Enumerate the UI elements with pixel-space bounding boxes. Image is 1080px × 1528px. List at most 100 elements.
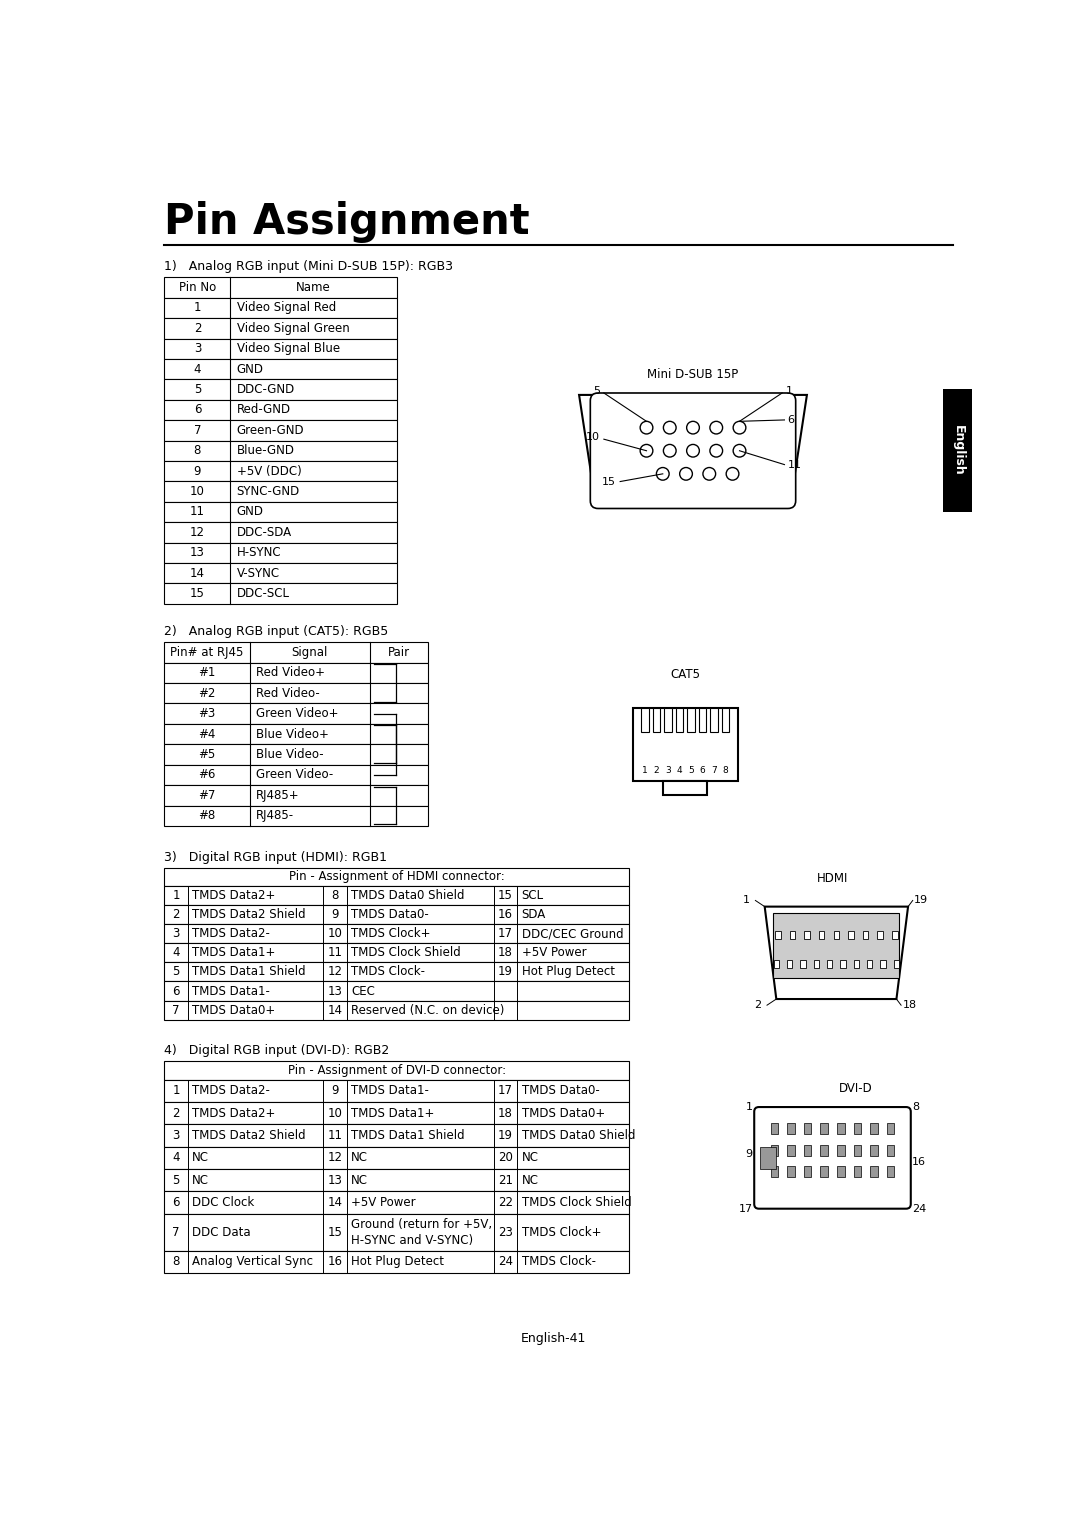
Text: 18: 18: [498, 946, 513, 960]
Text: 23: 23: [498, 1225, 513, 1239]
Text: 2: 2: [173, 1106, 180, 1120]
Text: Red-GND: Red-GND: [237, 403, 291, 417]
Text: Video Signal Green: Video Signal Green: [237, 322, 349, 335]
Text: 17: 17: [498, 1085, 513, 1097]
Text: TMDS Clock+: TMDS Clock+: [351, 927, 431, 940]
Text: Green Video-: Green Video-: [256, 769, 333, 781]
Text: 1: 1: [745, 1102, 753, 1112]
Text: TMDS Clock-: TMDS Clock-: [351, 966, 426, 978]
Text: 1: 1: [173, 889, 180, 902]
Text: #8: #8: [199, 810, 216, 822]
FancyBboxPatch shape: [164, 1062, 630, 1080]
FancyBboxPatch shape: [721, 707, 729, 732]
Text: 4: 4: [173, 946, 180, 960]
Polygon shape: [765, 906, 908, 999]
Text: TMDS Data1-: TMDS Data1-: [351, 1085, 429, 1097]
Text: 1: 1: [786, 385, 793, 396]
Text: 9: 9: [745, 1149, 753, 1160]
Text: Hot Plug Detect: Hot Plug Detect: [351, 1254, 444, 1268]
FancyBboxPatch shape: [834, 931, 839, 940]
FancyBboxPatch shape: [164, 1146, 630, 1169]
FancyBboxPatch shape: [591, 393, 796, 509]
Text: 9: 9: [332, 908, 339, 921]
FancyBboxPatch shape: [887, 1123, 894, 1134]
Text: NC: NC: [522, 1152, 539, 1164]
Text: Reserved (N.C. on device): Reserved (N.C. on device): [351, 1004, 504, 1016]
FancyBboxPatch shape: [867, 961, 873, 969]
Text: NC: NC: [522, 1174, 539, 1187]
FancyBboxPatch shape: [821, 1166, 828, 1177]
Text: 16: 16: [327, 1254, 342, 1268]
Text: 1: 1: [743, 895, 750, 906]
Text: 20: 20: [498, 1152, 513, 1164]
Text: #5: #5: [199, 749, 216, 761]
Text: 18: 18: [498, 1106, 513, 1120]
FancyBboxPatch shape: [164, 943, 630, 963]
Text: 3: 3: [173, 927, 179, 940]
Text: SDA: SDA: [522, 908, 546, 921]
FancyBboxPatch shape: [819, 931, 824, 940]
FancyBboxPatch shape: [773, 961, 779, 969]
FancyBboxPatch shape: [787, 961, 793, 969]
Text: 18: 18: [903, 1001, 917, 1010]
FancyBboxPatch shape: [848, 931, 853, 940]
FancyBboxPatch shape: [840, 961, 846, 969]
FancyBboxPatch shape: [663, 781, 707, 795]
Text: 10: 10: [327, 1106, 342, 1120]
Text: NC: NC: [351, 1174, 368, 1187]
Text: 2: 2: [755, 1001, 761, 1010]
Text: 3: 3: [193, 342, 201, 354]
Text: Green Video+: Green Video+: [256, 707, 338, 720]
FancyBboxPatch shape: [853, 961, 859, 969]
Text: 2: 2: [653, 767, 659, 776]
Text: Blue Video-: Blue Video-: [256, 749, 324, 761]
FancyBboxPatch shape: [164, 440, 397, 461]
FancyBboxPatch shape: [164, 339, 397, 359]
FancyBboxPatch shape: [164, 400, 397, 420]
FancyBboxPatch shape: [754, 1108, 910, 1209]
FancyBboxPatch shape: [633, 707, 738, 781]
Text: Hot Plug Detect: Hot Plug Detect: [522, 966, 615, 978]
FancyBboxPatch shape: [164, 924, 630, 943]
Text: 2: 2: [193, 322, 201, 335]
Text: English: English: [953, 425, 966, 477]
FancyBboxPatch shape: [813, 961, 819, 969]
Text: 12: 12: [327, 1152, 342, 1164]
Text: 8: 8: [173, 1254, 179, 1268]
Text: 6: 6: [193, 403, 201, 417]
Text: 4)   Digital RGB input (DVI-D): RGB2: 4) Digital RGB input (DVI-D): RGB2: [164, 1044, 390, 1057]
Text: 14: 14: [327, 1196, 342, 1209]
Text: 10: 10: [586, 432, 600, 442]
FancyBboxPatch shape: [164, 785, 428, 805]
FancyBboxPatch shape: [893, 961, 899, 969]
Text: 5: 5: [688, 767, 693, 776]
Text: TMDS Data0 Shield: TMDS Data0 Shield: [522, 1129, 635, 1141]
Text: NC: NC: [351, 1152, 368, 1164]
Text: 22: 22: [498, 1196, 513, 1209]
Text: TMDS Data1-: TMDS Data1-: [192, 984, 270, 998]
Text: GND: GND: [237, 362, 264, 376]
Text: TMDS Data1+: TMDS Data1+: [351, 1106, 434, 1120]
FancyBboxPatch shape: [805, 931, 810, 940]
FancyBboxPatch shape: [664, 707, 672, 732]
FancyBboxPatch shape: [877, 931, 883, 940]
FancyBboxPatch shape: [821, 1144, 828, 1155]
Text: +5V Power: +5V Power: [351, 1196, 416, 1209]
Text: 1: 1: [643, 767, 648, 776]
Text: Blue-GND: Blue-GND: [237, 445, 295, 457]
FancyBboxPatch shape: [164, 663, 428, 683]
Text: 5: 5: [173, 1174, 179, 1187]
FancyBboxPatch shape: [821, 1123, 828, 1134]
FancyBboxPatch shape: [642, 707, 649, 732]
FancyBboxPatch shape: [164, 905, 630, 924]
Text: TMDS Data2+: TMDS Data2+: [192, 889, 275, 902]
Text: Red Video-: Red Video-: [256, 686, 320, 700]
Text: TMDS Data1 Shield: TMDS Data1 Shield: [192, 966, 306, 978]
Text: #2: #2: [199, 686, 216, 700]
Text: Video Signal Blue: Video Signal Blue: [237, 342, 339, 354]
FancyBboxPatch shape: [164, 1169, 630, 1192]
Text: TMDS Data2 Shield: TMDS Data2 Shield: [192, 1129, 306, 1141]
FancyBboxPatch shape: [164, 1080, 630, 1102]
Text: 4: 4: [173, 1152, 180, 1164]
FancyBboxPatch shape: [760, 1148, 775, 1169]
